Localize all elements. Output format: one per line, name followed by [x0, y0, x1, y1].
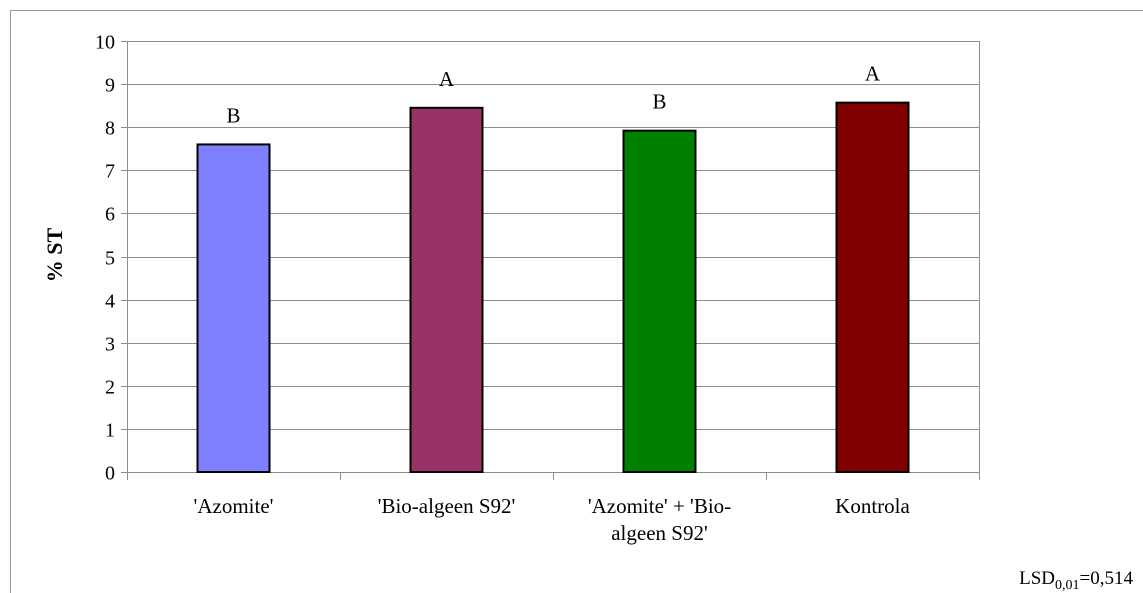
y-tick-label: 7	[105, 161, 115, 183]
bars	[196, 101, 910, 474]
lsd-value: =0,514	[1080, 568, 1134, 589]
bar	[196, 143, 271, 473]
y-tick-label: 1	[105, 420, 115, 442]
x-category-label: algeen S92'	[611, 521, 708, 545]
y-tick-label: 5	[105, 248, 115, 270]
bar	[622, 129, 697, 473]
significance-letter: B	[652, 90, 666, 114]
bar	[835, 101, 910, 474]
y-tick-label: 6	[105, 204, 115, 226]
x-category-label: 'Azomite'	[194, 494, 274, 518]
x-category-label: Kontrola	[835, 494, 910, 518]
lsd-subscript: 0,01	[1055, 578, 1080, 593]
significance-letter: B	[226, 103, 240, 127]
y-tick-label: 9	[105, 75, 115, 97]
labels: 0 1 2 3 4 5 6 7 8 9 10 B 'Azomite' A 'Bio-algeen S92' B…	[95, 32, 910, 546]
bar	[409, 106, 484, 474]
y-tick-label: 10	[95, 32, 115, 54]
y-tick-label: 3	[105, 334, 115, 356]
y-axis-label: % ST	[42, 227, 67, 282]
lsd-base: LSD	[1019, 568, 1055, 589]
y-tick-label: 8	[105, 118, 115, 140]
significance-letter: A	[439, 67, 455, 91]
x-category-label: 'Azomite' + 'Bio-	[588, 494, 731, 518]
y-tick-label: 4	[105, 291, 115, 313]
y-tick-label: 0	[105, 463, 115, 485]
x-category-label: 'Bio-algeen S92'	[378, 494, 516, 518]
significance-letter: A	[865, 62, 881, 86]
lsd-annotation: LSD0,01=0,514	[1019, 568, 1133, 593]
y-tick-label: 2	[105, 377, 115, 399]
